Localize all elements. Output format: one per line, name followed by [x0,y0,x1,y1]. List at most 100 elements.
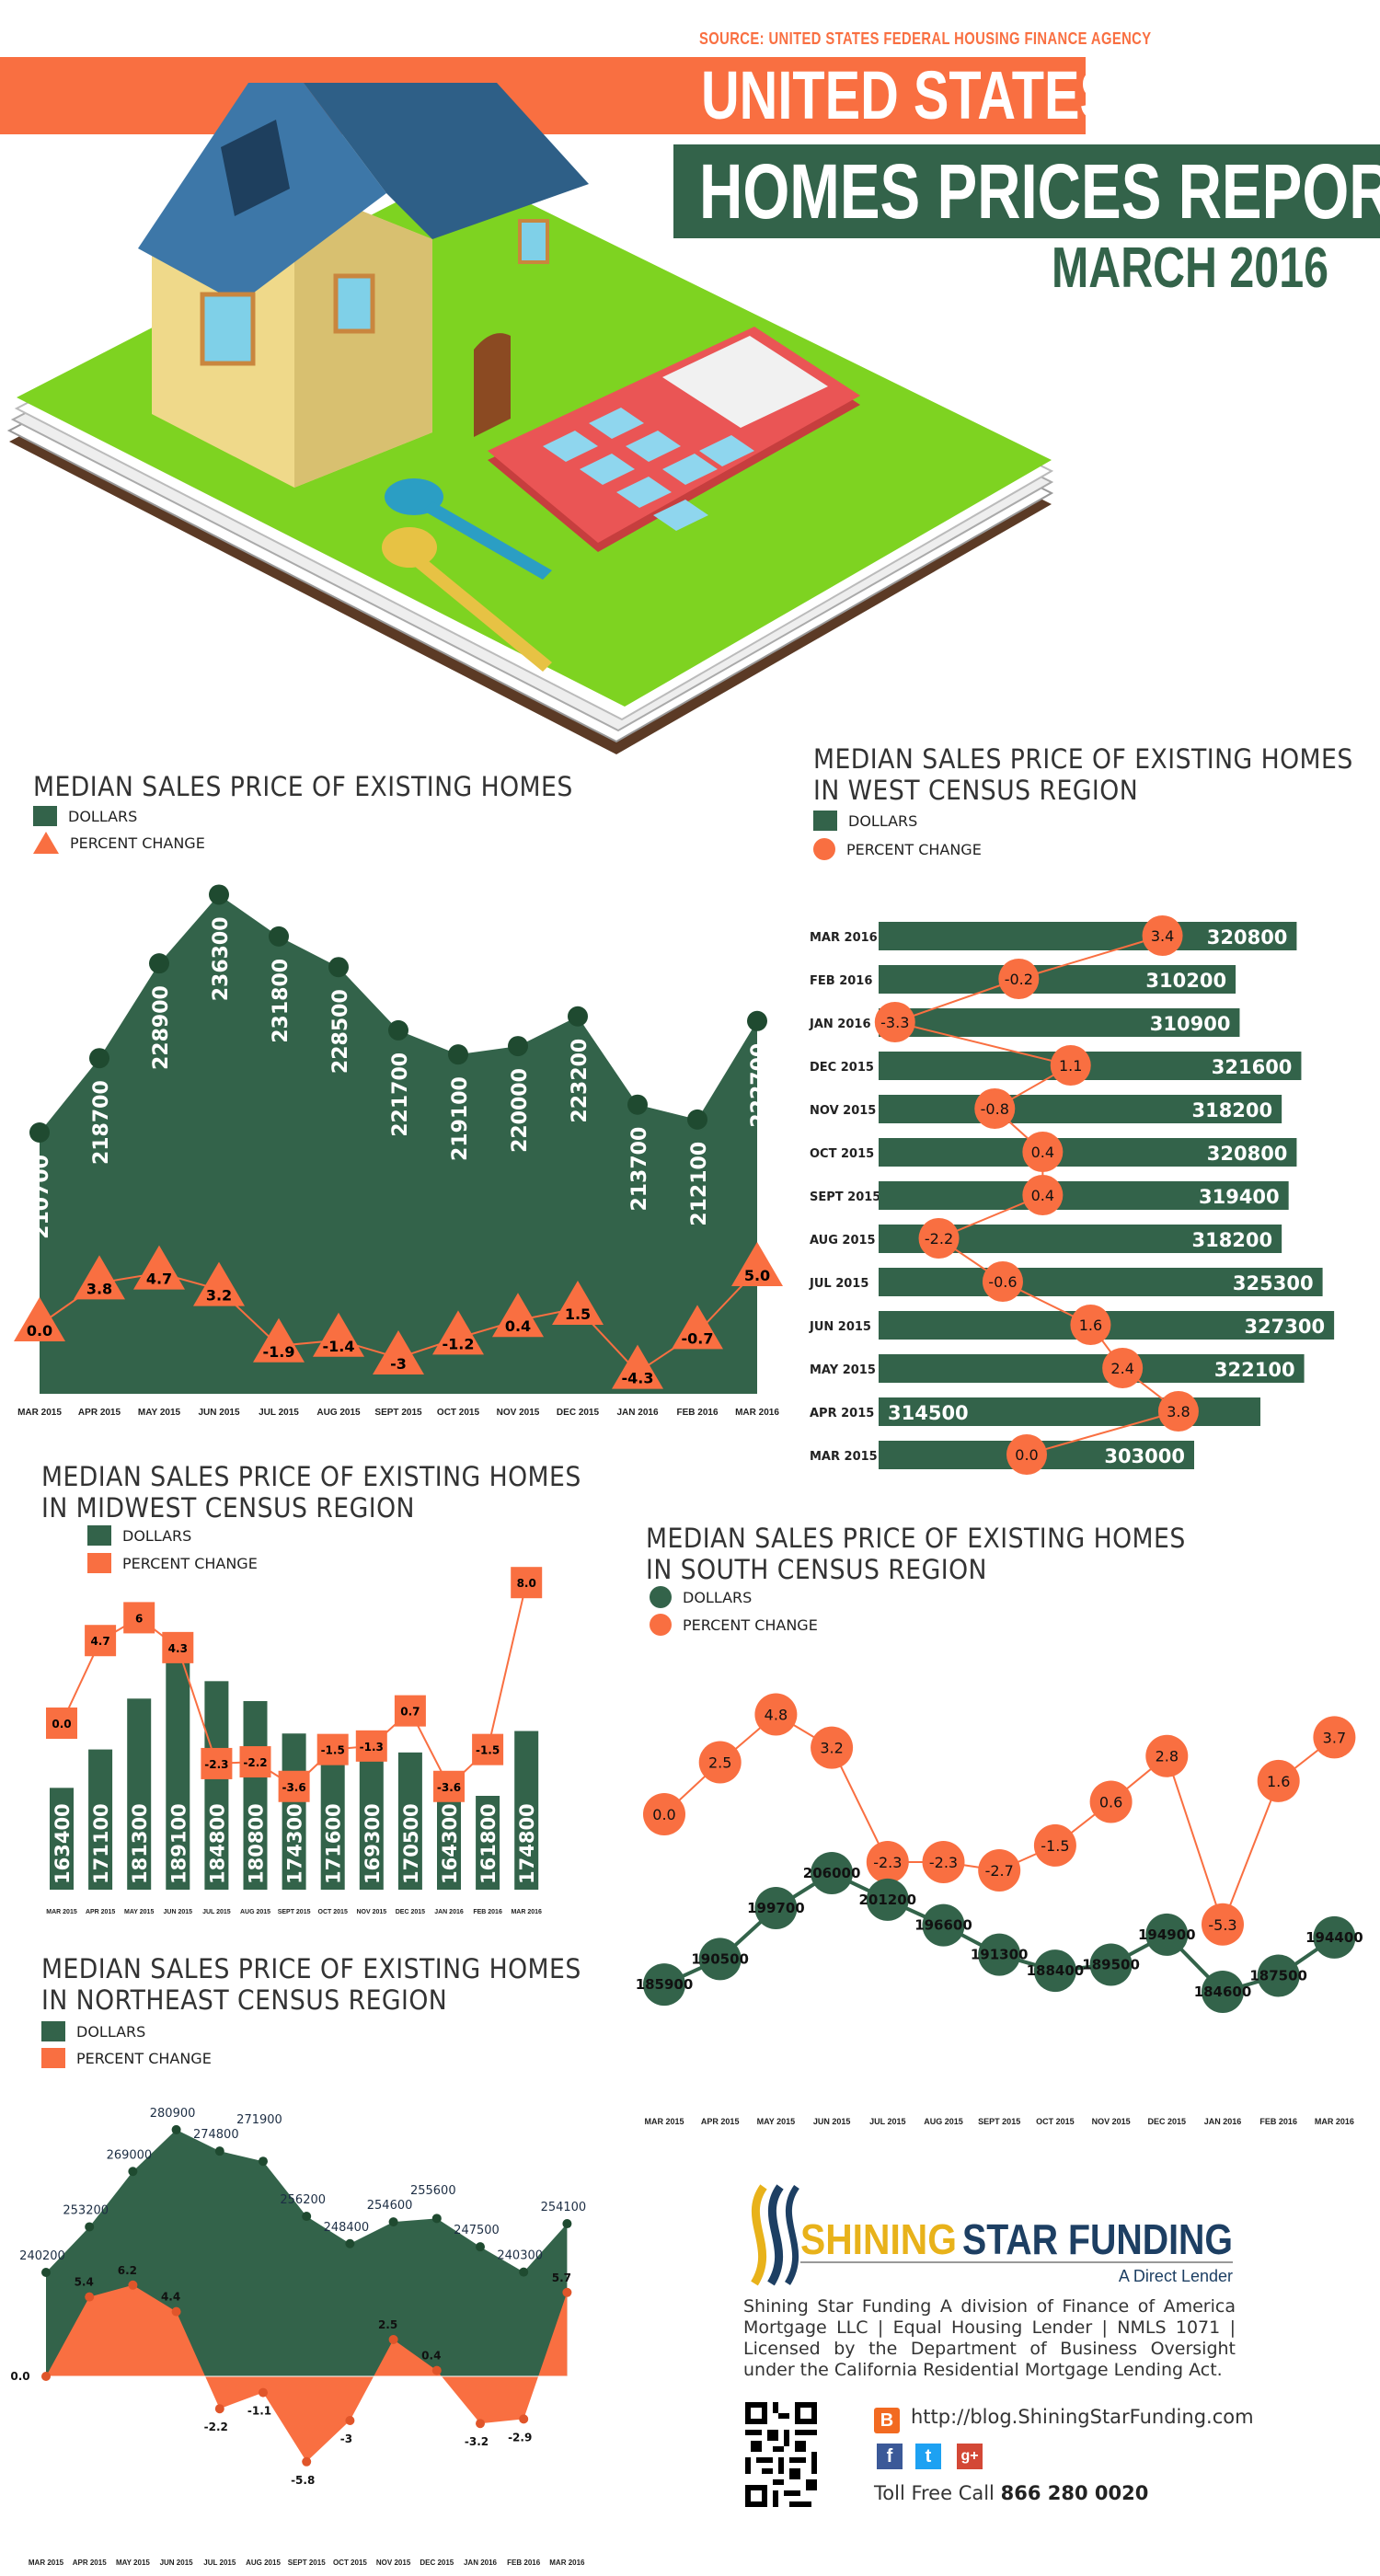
percent-point [431,2365,442,2375]
percent-label: -3.3 [880,1014,909,1031]
x-tick-label: DEC 2015 [420,2559,454,2567]
us-legend-dollars: DOLLARS [33,806,137,826]
percent-label: 6.2 [118,2264,137,2277]
percent-label: -5.3 [1208,1916,1236,1934]
legend-label: PERCENT CHANGE [76,2049,212,2067]
dollars-label: 161800 [477,1803,500,1884]
title-line: IN SOUTH CENSUS REGION [646,1554,987,1585]
percent-point [922,1840,965,1883]
percent-label: 0.4 [1031,1144,1054,1161]
dollars-label: 189100 [167,1803,190,1884]
x-tick-label: NOV 2015 [1092,2117,1131,2126]
dollars-bar [514,1731,539,1890]
dollars-point [128,2167,138,2177]
percent-point [1050,1045,1091,1086]
south-legend-dollars: DOLLARS [650,1586,752,1608]
percent-label: 0.0 [27,1322,52,1340]
percent-label: 0.6 [1099,1793,1122,1811]
dollars-label: 248400 [324,2221,370,2235]
percent-label: 0.0 [652,1806,675,1823]
title-line: MEDIAN SALES PRICE OF EXISTING HOMES [41,1461,581,1492]
dollars-label: 210700 [30,1155,53,1239]
x-tick-label: JAN 2016 [1204,2117,1242,2126]
percent-label: -2.7 [985,1862,1014,1880]
percent-label: 5.7 [552,2271,571,2284]
source-note: SOURCE: UNITED STATES FEDERAL HOUSING FI… [699,29,1152,48]
percent-label: 0.4 [421,2350,441,2363]
dollars-bar [88,1749,113,1890]
percent-label: 0.4 [505,1317,531,1335]
dollars-label: 206000 [803,1865,861,1881]
south-chart-title: MEDIAN SALES PRICE OF EXISTING HOMES IN S… [646,1523,1186,1585]
percent-point [302,2456,312,2467]
percent-label: 4.7 [90,1635,109,1648]
y-tick-label: JAN 2016 [809,1018,871,1031]
x-tick-label: MAR 2016 [549,2559,585,2567]
dollars-label: 318200 [1191,1229,1272,1251]
x-tick-label: JAN 2016 [434,1909,464,1915]
dollars-label: 303000 [1104,1445,1185,1467]
dollars-label: 163400 [52,1803,74,1884]
dollars-point [568,1006,588,1027]
facebook-icon[interactable]: f [877,2444,903,2469]
dollars-point [811,1851,854,1894]
percent-label: 1.6 [1267,1773,1290,1790]
percent-triangle [672,1305,723,1350]
title-line: IN NORTHEAST CENSUS REGION [41,1984,448,2016]
percent-point [866,1840,909,1883]
dollars-label: 240300 [497,2249,543,2263]
percent-point [643,1793,685,1835]
title-band-green: HOMES PRICES REPORT [673,144,1380,238]
title-line-1: UNITED STATES [701,57,1116,133]
dollars-label: 189500 [1082,1956,1140,1972]
twitter-icon[interactable]: t [915,2444,941,2469]
south-legend-percent: PERCENT CHANGE [650,1614,818,1636]
dollars-point [29,1122,50,1143]
google-plus-icon[interactable]: g+ [957,2444,983,2469]
y-tick-label: MAR 2015 [810,1450,878,1464]
x-tick-label: MAY 2015 [124,1909,154,1915]
dollars-point [1257,1954,1300,1997]
x-tick-label: DEC 2015 [396,1909,425,1915]
percent-label: 2.5 [708,1754,731,1772]
percent-triangle [373,1330,424,1374]
disclaimer-text: Shining Star Funding A division of Finan… [743,2296,1236,2380]
percent-label: -3.6 [437,1781,461,1794]
x-tick-label: NOV 2015 [497,1408,540,1418]
x-tick-label: JAN 2016 [616,1408,658,1418]
dollars-label: 319400 [1199,1186,1280,1208]
dollars-point [627,1094,648,1115]
title-line-2: HOMES PRICES REPORT [699,148,1380,235]
us-chart: 210700 218700 228900 236300 231800 228500 2217… [14,884,783,1418]
percent-label: 8.0 [517,1577,536,1590]
legend-circle-icon [650,1586,672,1608]
percent-label: -3.6 [282,1781,305,1794]
percent-box [46,1708,77,1739]
dollars-point [448,1044,468,1065]
dollars-label: 218700 [90,1080,113,1165]
house-illustration [6,83,1054,754]
x-tick-label: FEB 2016 [507,2559,541,2567]
x-tick-label: JUL 2015 [259,1408,299,1418]
legend-label: DOLLARS [683,1588,753,1606]
legend-square-icon [33,806,57,826]
qr-code[interactable] [745,2402,817,2507]
legend-label: PERCENT CHANGE [846,840,982,858]
x-tick-label: MAR 2016 [735,1408,779,1418]
dollars-label: 327300 [1244,1316,1325,1338]
percent-triangle [14,1297,65,1341]
blog-link[interactable]: http://blog.ShiningStarFunding.com [911,2406,1254,2428]
percent-label: -2.3 [873,1854,902,1871]
calculator-icon [488,327,860,552]
northeast-legend-percent: PERCENT CHANGE [41,2048,212,2068]
x-tick-label: APR 2015 [73,2559,107,2567]
percent-label: 3.4 [1151,927,1174,945]
title-line: MEDIAN SALES PRICE OF EXISTING HOMES [41,1953,581,1984]
phone-number[interactable]: 866 280 0020 [1000,2482,1149,2504]
percent-box [316,1733,349,1765]
percent-area [46,2284,568,2462]
blogger-icon[interactable]: B [874,2408,900,2433]
percent-point [562,2287,572,2297]
x-tick-label: SEPT 2015 [288,2559,326,2567]
dollars-label: 188400 [1027,1962,1085,1979]
